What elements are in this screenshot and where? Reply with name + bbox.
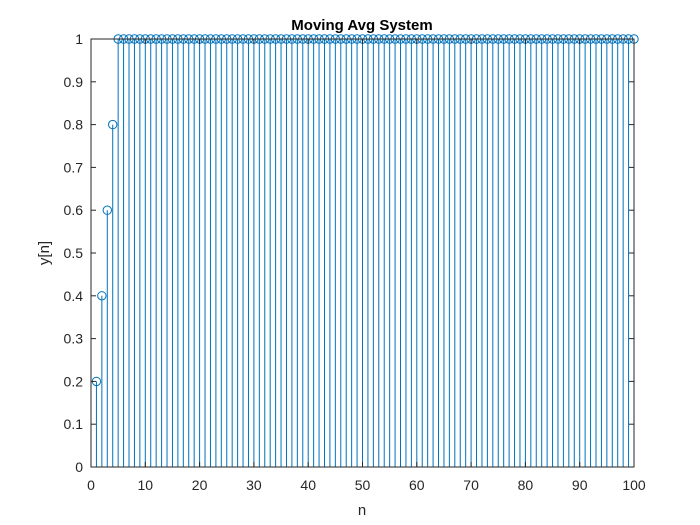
x-tick-label: 100: [622, 477, 646, 493]
stem-marker: [97, 291, 107, 301]
y-tick-label: 0.9: [64, 74, 84, 90]
stem-marker: [108, 119, 118, 130]
y-tick-label: 0.2: [64, 373, 84, 389]
y-tick-label: 0.6: [64, 202, 84, 218]
stem-lines: [95, 39, 635, 467]
y-tick-label: 0: [75, 459, 83, 475]
x-tick-label: 10: [138, 477, 154, 493]
x-tick-label: 80: [518, 477, 534, 493]
x-ticks: 0 10 20 30 40 50 60 70 80 90 100: [87, 39, 646, 493]
y-axis-label: y[n]: [36, 241, 53, 265]
x-tick-label: 20: [192, 477, 208, 493]
y-tick-label: 0.1: [64, 416, 84, 432]
stem-marker: [102, 205, 112, 215]
x-tick-label: 60: [409, 477, 425, 493]
x-tick-label: 70: [463, 477, 479, 493]
y-tick-label: 0.4: [64, 288, 84, 304]
x-tick-label: 50: [355, 477, 371, 493]
x-tick-label: 90: [572, 477, 588, 493]
x-tick-label: 0: [87, 477, 95, 493]
y-tick-label: 1: [75, 31, 83, 47]
y-tick-label: 0.3: [64, 331, 84, 347]
x-tick-label: 30: [246, 477, 262, 493]
y-tick-label: 0.7: [64, 159, 84, 175]
x-tick-label: 40: [300, 477, 316, 493]
x-axis-label: n: [358, 502, 366, 519]
y-ticks: 0 0.1 0.2 0.3 0.4 0.5 0.6 0.7 0.8 0.9 1: [64, 31, 634, 475]
y-tick-label: 0.5: [64, 245, 84, 261]
y-tick-label: 0.8: [64, 117, 84, 133]
chart-title: Moving Avg System: [291, 17, 432, 34]
